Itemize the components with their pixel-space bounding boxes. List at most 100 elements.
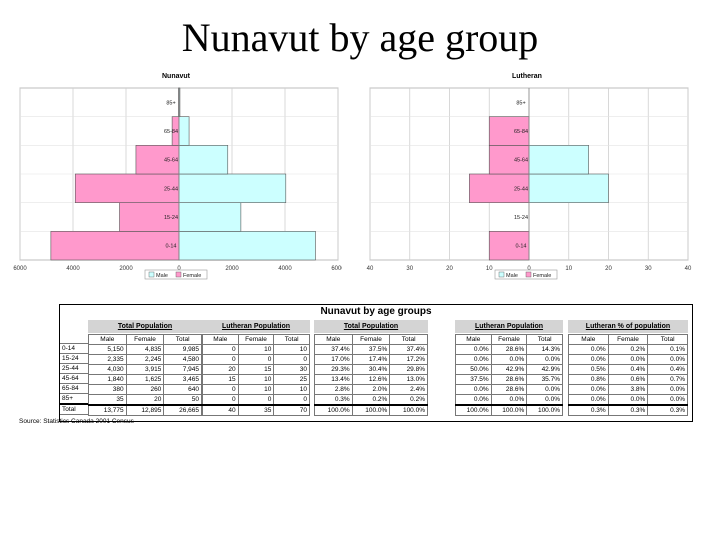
- table-cell: 0.0%: [568, 394, 609, 406]
- table-cell: 9,985: [163, 344, 202, 355]
- nunavut-category-label: 85+: [166, 100, 175, 106]
- table-cell: 30: [273, 364, 310, 375]
- table-cell: 37.4%: [389, 344, 428, 355]
- table-cell: 30.4%: [351, 364, 391, 375]
- slide-title: Nunavut by age group: [181, 15, 539, 60]
- subheader-cell: Male: [88, 334, 127, 345]
- table-cell: 1,625: [125, 374, 165, 385]
- table-block: Male Female Total 37.4% 37.5% 37.4% 17.0% 17.4%…: [314, 334, 428, 416]
- table-cell: 0: [202, 344, 239, 355]
- table-row: 0.3% 0.2% 0.2%: [314, 394, 428, 406]
- group-header-band: [88, 320, 202, 333]
- table-cell: 12,895: [125, 404, 165, 416]
- table-cell: 50.0%: [455, 364, 492, 375]
- table-cell: 100.0%: [455, 404, 492, 416]
- nunavut-chart-title: Nunavut: [162, 73, 191, 80]
- table-cell: 2,245: [125, 354, 165, 365]
- group-header-band: [455, 320, 563, 333]
- lutheran-female-bar-0-14: [488, 231, 530, 261]
- table-cell: 0: [202, 394, 239, 406]
- subheader-cell: Total: [526, 334, 563, 345]
- table-cell: 50: [163, 394, 202, 406]
- lutheran-legend-male-label: Male: [506, 273, 518, 279]
- table-cell: 640: [163, 384, 202, 395]
- nunavut-category-label: 15-24: [164, 215, 178, 221]
- table-cell: 0.0%: [647, 384, 688, 395]
- table-row: 13,775 12,895 26,665: [88, 404, 202, 416]
- nunavut-category-label: 0-14: [165, 244, 176, 250]
- table-cell: 0.3%: [568, 404, 609, 416]
- nunavut-male-bar-65-84: [178, 116, 190, 146]
- nunavut-male-bar-45-64: [178, 145, 229, 175]
- table-cell: 15: [237, 364, 275, 375]
- table-cell: 17.2%: [389, 354, 428, 365]
- table-cell: 35: [88, 394, 127, 406]
- table-cell: 10: [237, 344, 275, 355]
- table-cell: 0.0%: [568, 354, 609, 365]
- nunavut-male-bar-25-44: [178, 173, 287, 203]
- table-cell: 42.9%: [526, 364, 563, 375]
- table-row: 100.0% 100.0% 100.0%: [455, 404, 563, 416]
- table-cell: 25: [273, 374, 310, 385]
- nunavut-legend-female-label: Female: [183, 273, 201, 279]
- row-label: 45-64: [60, 373, 88, 384]
- row-label: Total: [60, 403, 88, 415]
- subheader-cell: Female: [351, 334, 391, 345]
- table-cell: 7,945: [163, 364, 202, 375]
- nunavut-pyramid-chart: Nunavut 6000 4000 2000 0 2000 4000 6000 0-14 15-2…: [13, 73, 342, 280]
- lutheran-tick-label: 40: [367, 266, 374, 272]
- table-cell: 10: [273, 344, 310, 355]
- table-cell: 0.3%: [314, 394, 353, 406]
- table-cell: 0.3%: [607, 404, 649, 416]
- nunavut-male-bar-0-14: [178, 231, 316, 261]
- table-cell: 0: [273, 394, 310, 406]
- lutheran-category-label: 45-64: [514, 158, 528, 164]
- table-cell: 100.0%: [490, 404, 528, 416]
- subheader-cell: Female: [237, 334, 275, 345]
- table-row: 50.0% 42.9% 42.9%: [455, 364, 563, 375]
- subheader-cell: Male: [202, 334, 239, 345]
- table-row: 0.8% 0.6% 0.7%: [568, 374, 688, 385]
- table-row: 0.0% 28.6% 14.3%: [455, 344, 563, 355]
- lutheran-category-label: 0-14: [515, 244, 526, 250]
- table-cell: 3,915: [125, 364, 165, 375]
- table-cell: 0.0%: [568, 384, 609, 395]
- source-note: Source: Statistics Canada 2001 Census: [19, 418, 134, 425]
- table-cell: 0.0%: [647, 394, 688, 406]
- nunavut-female-bar-0-14: [50, 231, 180, 261]
- lutheran-category-label: 15-24: [514, 215, 528, 221]
- nunavut-category-label: 25-44: [164, 186, 178, 192]
- nunavut-male-bar-15-24: [178, 202, 242, 232]
- lutheran-tick-label: 30: [406, 266, 413, 272]
- table-cell: 42.9%: [490, 364, 528, 375]
- table-cell: 0.2%: [351, 394, 391, 406]
- table-cell: 0: [237, 394, 275, 406]
- table-cell: 14.3%: [526, 344, 563, 355]
- subheader-cell: Total: [389, 334, 428, 345]
- nunavut-tick-label: 6000: [331, 266, 342, 272]
- group-header: Lutheran % of population: [585, 323, 671, 330]
- nunavut-tick-label: 6000: [13, 266, 27, 272]
- table-block: Male Female Total 0 10 10 0 0 0 20 15 30 15 10 25 0 10 10…: [202, 334, 310, 416]
- table-row: 29.3% 30.4% 29.8%: [314, 364, 428, 375]
- table-block: Male Female Total 0.0% 0.2% 0.1% 0.0% 0.0% 0.0% 0…: [568, 334, 688, 416]
- table-row: 0.3% 0.3% 0.3%: [568, 404, 688, 416]
- table-cell: 17.4%: [351, 354, 391, 365]
- subheader-cell: Male: [568, 334, 609, 345]
- table-cell: 20: [125, 394, 165, 406]
- lutheran-tick-label: 0: [527, 266, 531, 272]
- table-cell: 35.7%: [526, 374, 563, 385]
- table-cell: 17.0%: [314, 354, 353, 365]
- subheader-cell: Total: [647, 334, 688, 345]
- nunavut-legend-female-swatch: [175, 271, 182, 278]
- table-cell: 2.4%: [389, 384, 428, 395]
- table-cell: 70: [273, 404, 310, 416]
- table-cell: 0.8%: [568, 374, 609, 385]
- table-cell: 100.0%: [526, 404, 563, 416]
- table-cell: 10: [237, 384, 275, 395]
- row-label: 85+: [60, 393, 88, 405]
- table-row: 0.0% 0.2% 0.1%: [568, 344, 688, 355]
- table-cell: 100.0%: [389, 404, 428, 416]
- table-cell: 260: [125, 384, 165, 395]
- lutheran-tick-label: 10: [486, 266, 493, 272]
